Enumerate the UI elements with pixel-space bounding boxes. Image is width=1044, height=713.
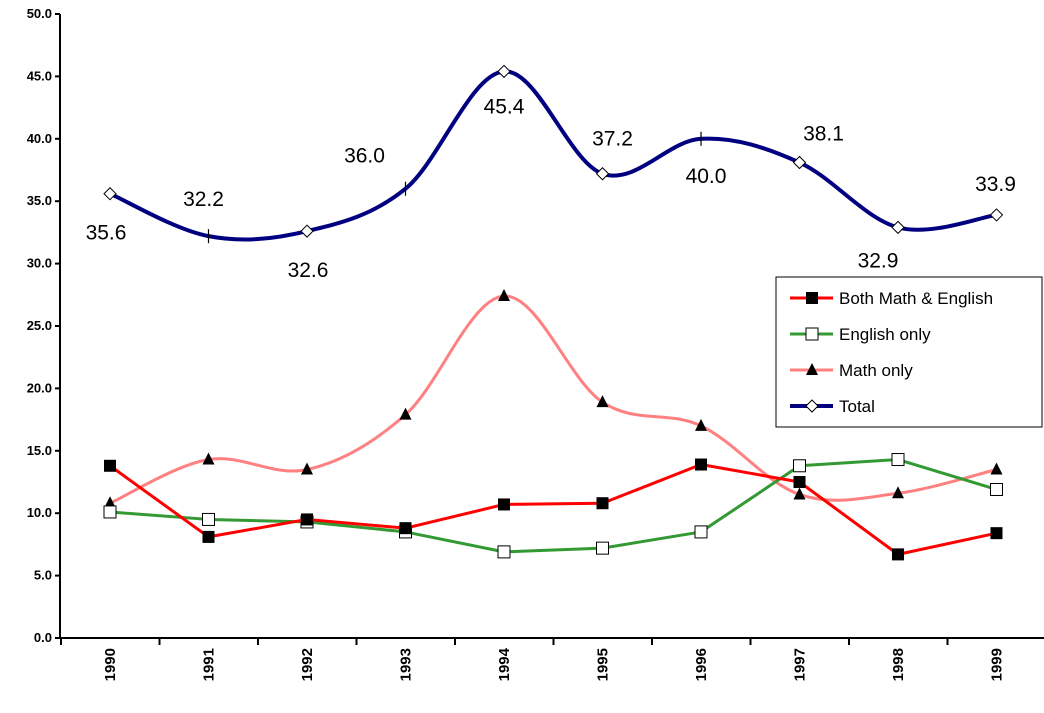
data-point	[990, 527, 1003, 540]
legend: Both Math & English English only Math only…	[775, 276, 1043, 428]
data-point	[695, 418, 707, 431]
legend-item: Both Math & English	[790, 289, 993, 308]
data-point	[990, 462, 1003, 475]
legend-label: Total	[839, 397, 875, 416]
data-point	[497, 64, 511, 79]
data-label: 36.0	[344, 145, 385, 168]
legend-label: Both Math & English	[839, 289, 993, 308]
x-tick-label: 1993	[398, 648, 415, 681]
data-label: 38.1	[803, 123, 844, 146]
data-point	[793, 476, 806, 488]
series-math-only	[104, 289, 1003, 509]
y-tick-label: 40.0	[27, 131, 52, 146]
series-line	[109, 463, 997, 556]
legend-swatch-marker	[805, 327, 819, 341]
data-label: 32.9	[858, 249, 899, 272]
x-tick-label: 1998	[890, 648, 907, 681]
x-tick-label: 1995	[595, 648, 612, 681]
data-point	[498, 289, 510, 302]
data-point	[301, 462, 313, 475]
data-point	[990, 482, 1003, 496]
y-tick-label: 45.0	[27, 68, 52, 83]
legend-item: Math only	[790, 361, 913, 380]
data-point	[892, 548, 904, 561]
data-point	[399, 522, 412, 535]
data-label: 32.2	[183, 188, 224, 211]
data-point	[202, 512, 215, 526]
legend-label: Math only	[839, 361, 913, 380]
series-total	[103, 64, 1004, 244]
legend-swatch-marker	[806, 363, 818, 375]
x-tick-label: 1997	[792, 648, 809, 681]
data-point	[793, 487, 806, 500]
series-both-math-english	[104, 458, 1003, 561]
legend-label: English only	[839, 325, 931, 344]
y-tick-label: 25.0	[27, 318, 52, 333]
data-point	[497, 545, 511, 559]
data-point	[595, 167, 610, 181]
data-point	[301, 513, 313, 526]
data-point	[695, 458, 707, 471]
data-label: 35.6	[86, 222, 127, 245]
series-group	[103, 64, 1004, 561]
data-point	[103, 505, 117, 519]
data-point	[202, 530, 215, 543]
y-tick-label: 0.0	[34, 630, 52, 645]
data-label: 33.9	[975, 173, 1016, 196]
legend-item: Total	[790, 397, 875, 416]
data-label: 45.4	[484, 95, 525, 118]
data-point	[596, 541, 609, 555]
data-point	[694, 525, 708, 539]
series-english-only	[103, 453, 1003, 559]
data-label: 37.2	[592, 128, 633, 151]
legend-swatch-marker	[805, 399, 819, 413]
data-point	[891, 220, 905, 235]
y-tick-label: 50.0	[27, 6, 52, 21]
series-line	[109, 458, 997, 554]
x-tick-label: 1996	[693, 648, 710, 681]
data-point	[103, 187, 117, 201]
data-point	[891, 453, 905, 467]
y-tick-label: 10.0	[27, 505, 52, 520]
data-labels: 35.6 32.2 32.6 36.0 45.4 37.2 40.0 38.1 32.9 33.9	[86, 95, 1016, 282]
x-tick-label: 1991	[201, 648, 218, 681]
x-tick-label: 1994	[496, 647, 513, 681]
legend-item: English only	[790, 325, 931, 344]
data-point	[989, 208, 1004, 222]
series-line	[109, 294, 997, 505]
data-point	[596, 497, 609, 510]
legend-swatch-marker	[806, 292, 818, 304]
x-tick-label: 1999	[989, 648, 1006, 681]
data-point	[399, 407, 412, 420]
data-point	[300, 224, 314, 238]
data-point	[596, 395, 609, 408]
y-tick-label: 15.0	[27, 443, 52, 458]
data-point	[793, 459, 806, 473]
y-tick-label: 35.0	[27, 193, 52, 208]
legend-box	[775, 276, 1043, 428]
data-label: 32.6	[288, 259, 329, 282]
data-point	[202, 452, 215, 465]
y-tick-label: 5.0	[34, 568, 52, 583]
data-label: 40.0	[686, 165, 727, 188]
data-point	[104, 496, 116, 509]
data-point	[104, 459, 116, 472]
data-point	[892, 486, 904, 499]
x-tick-label: 1992	[299, 648, 316, 681]
data-point	[792, 155, 807, 170]
data-point	[498, 498, 510, 511]
y-tick-label: 20.0	[27, 380, 52, 395]
series-line	[109, 69, 997, 242]
y-tick-label: 30.0	[27, 256, 52, 271]
x-tick-label: 1990	[102, 648, 119, 681]
axes: 0.0 5.0 10.0 15.0 20.0 25.0 30.0 35.0 40.0 45.0 50…	[27, 6, 1044, 681]
